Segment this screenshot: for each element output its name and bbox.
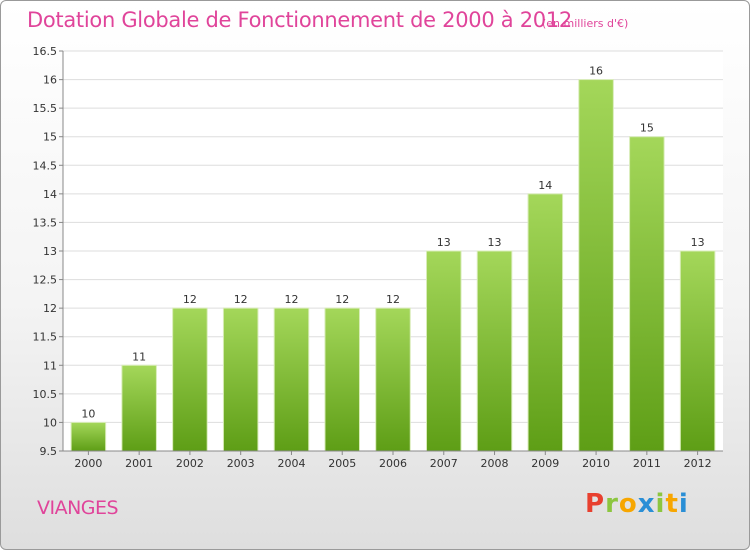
chart-title: Dotation Globale de Fonctionnement de 20… [27,8,572,32]
y-tick-label: 14 [43,188,57,201]
y-tick-label: 15.5 [33,102,58,115]
x-tick-label: 2005 [328,457,356,470]
x-tick-label: 2011 [633,457,661,470]
bar [172,307,208,452]
bar-data-label: 13 [488,236,502,249]
bar-data-label: 12 [386,293,400,306]
y-tick-label: 11.5 [33,331,58,344]
logo-letter: r [605,489,619,519]
x-tick-label: 2010 [582,457,610,470]
logo-letter: i [678,489,689,519]
proxiti-logo: Proxiti [585,489,689,519]
logo-letter: t [665,489,679,519]
bar-data-label: 13 [437,236,451,249]
bar [679,250,716,452]
bar [121,364,157,452]
x-tick-label: 2003 [227,457,255,470]
logo-letter: P [585,489,606,519]
y-tick-label: 16.5 [33,45,58,58]
commune-name: VIANGES [37,497,119,519]
y-tick-label: 10.5 [33,388,58,401]
bar-data-label: 10 [81,407,95,420]
logo-letter: i [655,489,666,519]
bar [70,421,107,452]
bar-data-label: 12 [183,293,197,306]
bar-data-label: 14 [538,179,552,192]
x-tick-label: 2012 [684,457,712,470]
bar-data-label: 12 [284,293,298,306]
bar [578,79,614,452]
x-tick-label: 2006 [379,457,407,470]
bar [527,193,564,452]
bar [324,307,360,452]
logo-letter: x [637,489,656,519]
y-tick-label: 15 [43,131,57,144]
y-tick-label: 13 [43,245,57,258]
bar [273,307,310,452]
x-tick-label: 2000 [74,457,102,470]
y-tick-label: 10 [43,416,57,429]
logo-letter: o [618,489,638,519]
y-tick-label: 11 [43,359,57,372]
bar-data-label: 13 [691,236,705,249]
bar-data-label: 15 [640,122,654,135]
bar-data-label: 11 [132,350,146,363]
bar-data-label: 16 [589,65,603,78]
bar [476,250,513,452]
y-tick-label: 13.5 [33,216,58,229]
bar-data-label: 12 [234,293,248,306]
bar [222,307,259,452]
x-tick-label: 2007 [430,457,458,470]
y-tick-label: 14.5 [33,159,58,172]
x-tick-label: 2009 [531,457,559,470]
x-tick-label: 2004 [277,457,305,470]
bar-data-label: 12 [335,293,349,306]
x-tick-label: 2008 [481,457,509,470]
bar [629,136,665,452]
x-tick-label: 2001 [125,457,153,470]
y-tick-label: 12.5 [33,274,58,287]
y-tick-label: 12 [43,302,57,315]
x-tick-label: 2002 [176,457,204,470]
bar [375,307,411,452]
chart-unit: (en milliers d'€) [542,17,629,30]
bar [426,250,462,452]
y-tick-label: 16 [43,74,57,87]
y-tick-label: 9.5 [40,445,58,458]
